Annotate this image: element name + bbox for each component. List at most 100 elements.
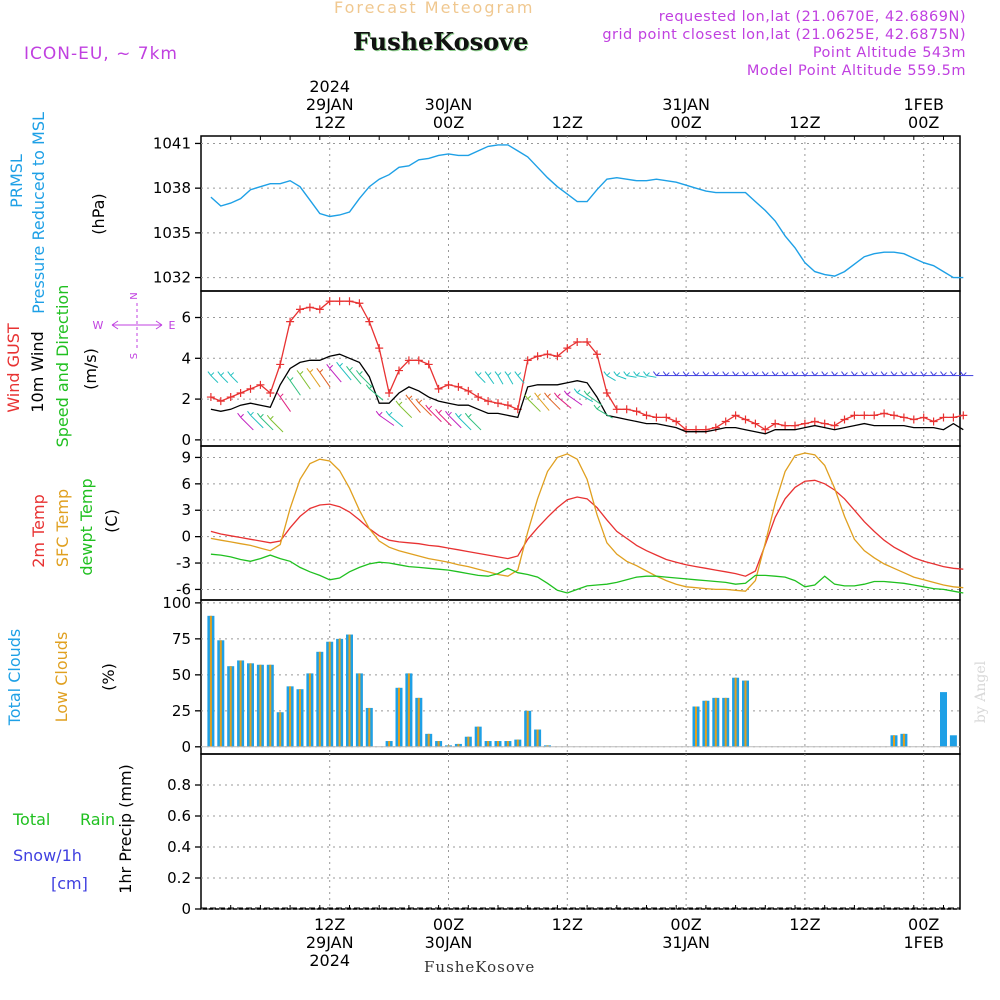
compass-w: W	[93, 319, 104, 332]
wind-arrow-head	[613, 371, 621, 376]
pressure-ylabel-name: Pressure Reduced to MSL	[29, 112, 48, 314]
time-label-top: 00Z	[670, 113, 701, 132]
gust-marker	[345, 297, 354, 306]
time-label-top: 1FEB	[903, 95, 943, 114]
gust-marker	[494, 399, 502, 408]
gust-marker	[523, 356, 532, 365]
gust-marker	[315, 305, 324, 314]
product-title: Forecast Meteogram	[334, 0, 535, 17]
wind-arrow	[289, 380, 301, 396]
gust-marker	[662, 413, 671, 422]
gust-marker	[226, 393, 235, 402]
low-cloud-bar	[536, 729, 539, 747]
wind-arrow	[250, 414, 264, 429]
wind-arrow-head	[692, 371, 700, 376]
low-cloud-bar	[279, 712, 282, 747]
wind-arrow	[428, 408, 442, 423]
wind-arrow-head	[643, 371, 650, 376]
low-cloud-bar	[239, 660, 242, 747]
panel-frame-precip	[200, 753, 961, 910]
gust-marker	[543, 350, 552, 359]
panel-frame-clouds	[200, 599, 961, 755]
wind-arrow-head	[890, 371, 898, 376]
wind-arrow-head	[672, 371, 680, 376]
gust-marker	[395, 366, 403, 375]
low-cloud-bar	[368, 707, 371, 747]
wind-arrow	[458, 416, 472, 431]
pressure-line	[210, 144, 964, 279]
wind-arrow-head	[702, 371, 710, 376]
time-label-bottom: 12Z	[789, 915, 820, 934]
wind-arrow	[378, 414, 395, 426]
wind-arrow-head	[811, 371, 819, 376]
precip-label-total: Total	[12, 810, 50, 829]
wind-arrow	[269, 418, 284, 433]
time-label-top: 29JAN	[306, 95, 354, 114]
low-cloud-bar	[447, 745, 450, 747]
wind-arrow	[517, 375, 525, 384]
gust-line	[210, 300, 964, 431]
gust-marker	[741, 415, 750, 424]
low-cloud-bar	[417, 697, 420, 747]
wind-arrow-head	[227, 371, 235, 376]
wind-arrow-head	[415, 398, 423, 404]
gust-marker	[305, 303, 314, 312]
y-tick-label: -6	[176, 580, 191, 598]
gust-marker	[454, 382, 463, 391]
time-label-top: 12Z	[552, 113, 583, 132]
wind-arrow-head	[425, 404, 433, 410]
wind-arrow-head	[781, 371, 789, 376]
wind-arrow-head	[940, 371, 947, 376]
wind-arrow-head	[494, 371, 502, 376]
gust-marker	[484, 397, 493, 406]
y-tick-label: 0	[181, 900, 191, 918]
low-cloud-bar	[744, 680, 747, 747]
gust-marker	[899, 413, 908, 422]
time-label-bottom: 00Z	[433, 915, 464, 934]
gust-marker	[880, 409, 889, 418]
wind-arrow	[467, 416, 482, 431]
gust-marker	[721, 417, 730, 426]
low-cloud-bar	[269, 664, 272, 747]
wind-ylabel-direction: Speed and Direction	[53, 285, 72, 448]
wind-arrow-head	[286, 376, 294, 381]
time-label-bottom: 30JAN	[425, 933, 473, 952]
low-cloud-bar	[249, 663, 252, 747]
gust-marker	[652, 413, 661, 422]
wind-arrow-head	[385, 410, 393, 416]
wind-arrow	[240, 416, 254, 431]
low-cloud-bar	[467, 736, 470, 747]
pressure-ylabel-unit: (hPa)	[89, 193, 108, 234]
compass-e: E	[169, 319, 176, 332]
time-label-top: 00Z	[433, 113, 464, 132]
wind-arrow-head	[336, 361, 343, 367]
y-tick-label: 0	[181, 528, 191, 546]
low-cloud-bar	[506, 741, 509, 747]
gust-marker	[791, 421, 799, 430]
wind-arrow-head	[801, 371, 809, 376]
model-label: ICON-EU, ~ 7km	[24, 44, 178, 64]
wind-arrow-head	[455, 412, 462, 418]
gust-marker	[781, 421, 790, 430]
wind-arrow-head	[474, 371, 482, 376]
wind-arrow-head	[405, 394, 413, 400]
wind-arrow	[359, 374, 373, 388]
low-cloud-bar	[546, 745, 549, 747]
gust-marker	[840, 415, 849, 424]
wind-arrow-head	[593, 404, 601, 410]
wind-arrow-head	[514, 371, 522, 376]
compass-ew-arrow	[111, 320, 163, 330]
wind-arrow-head	[504, 371, 512, 376]
gust-marker	[375, 344, 384, 353]
wind-arrow-head	[356, 370, 363, 375]
low-cloud-bar	[229, 666, 232, 747]
y-tick-label: 0	[181, 431, 191, 449]
gust-marker	[593, 350, 601, 359]
wind-arrow-head	[603, 371, 611, 376]
wind-arrow	[636, 375, 647, 378]
wind-arrow	[596, 408, 613, 419]
low-cloud-bar	[516, 739, 519, 747]
gust-marker	[959, 411, 968, 420]
wind-arrow-head	[682, 371, 690, 376]
wind-arrow-head	[851, 371, 858, 376]
